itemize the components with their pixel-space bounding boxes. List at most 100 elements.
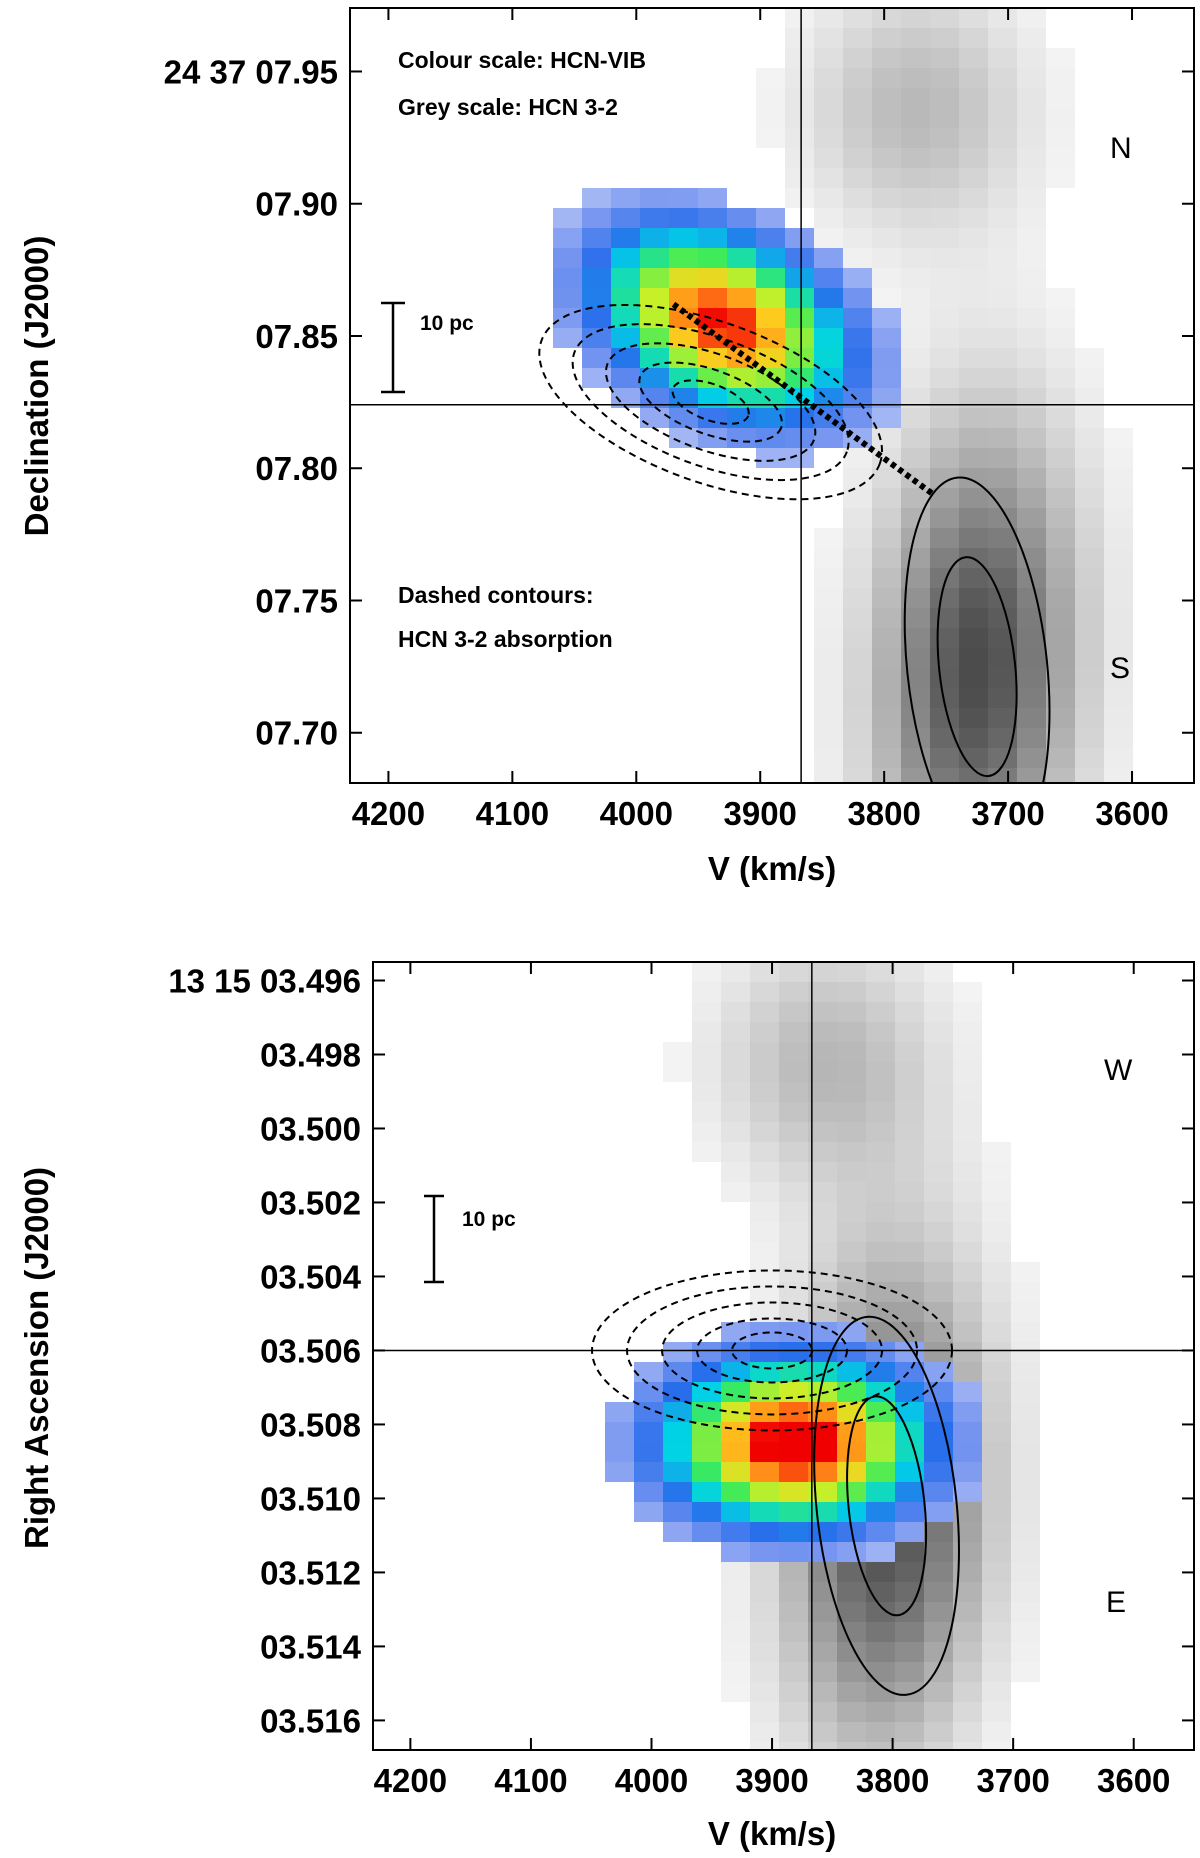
hcnvib-pixel (640, 268, 669, 288)
hcnvib-pixel (582, 268, 611, 288)
hcn32-pixel (837, 1722, 866, 1742)
hcn32-pixel (895, 1182, 924, 1202)
top-panel: 4200 4100 4000 3900 3800 3700 3600 24 37 07.95… (18, 7, 1195, 887)
hcn32-pixel (872, 728, 901, 748)
hcnvib-pixel (640, 228, 669, 248)
hcn32-pixel (843, 168, 872, 188)
hcnvib-pixel (750, 1422, 779, 1442)
hcn32-pixel (756, 68, 785, 88)
hcn32-pixel (901, 188, 930, 208)
hcn32-pixel (872, 768, 901, 783)
hcn32-pixel (837, 1182, 866, 1202)
hcn32-pixel (1011, 1582, 1040, 1602)
hcn32-pixel (866, 1622, 895, 1642)
hcn32-pixel (924, 1682, 953, 1702)
hcn32-pixel (1046, 388, 1075, 408)
hcn32-pixel (750, 1602, 779, 1622)
hcn32-pixel (1011, 1662, 1040, 1682)
hcn32-pixel (785, 88, 814, 108)
hcnvib-pixel (611, 228, 640, 248)
hcnvib-pixel (872, 308, 901, 328)
hcn32-pixel (750, 1202, 779, 1222)
hcn32-pixel (866, 1642, 895, 1662)
hcnvib-pixel (692, 1462, 721, 1482)
hcn32-pixel (959, 448, 988, 468)
hcn32-pixel (872, 8, 901, 28)
hcnvib-pixel (866, 1342, 895, 1362)
hcn32-pixel (901, 288, 930, 308)
hcn32-pixel (901, 28, 930, 48)
x-tick-label: 3700 (976, 1762, 1049, 1799)
hcnvib-pixel (611, 188, 640, 208)
hcn32-pixel (843, 208, 872, 228)
hcn32-pixel (808, 982, 837, 1002)
hcn32-pixel (843, 188, 872, 208)
hcn32-pixel (779, 1662, 808, 1682)
hcn32-pixel (866, 1662, 895, 1682)
hcn32-pixel (959, 248, 988, 268)
hcn32-pixel (837, 1282, 866, 1302)
hcn32-pixel (924, 982, 953, 1002)
y-tick-label: 07.75 (255, 582, 338, 619)
hcn32-pixel (901, 628, 930, 648)
hcn32-pixel (1075, 708, 1104, 728)
hcn32-pixel (692, 1062, 721, 1082)
hcn32-pixel (721, 1142, 750, 1162)
hcn32-pixel (872, 188, 901, 208)
hcn32-pixel (1011, 1542, 1040, 1562)
x-tick-label: 3900 (724, 795, 797, 832)
hcn32-pixel (924, 1182, 953, 1202)
hcn32-pixel (779, 1162, 808, 1182)
hcnvib-pixel (785, 228, 814, 248)
hcn32-pixel (982, 1722, 1011, 1742)
hcn32-pixel (808, 1022, 837, 1042)
hcn32-pixel (959, 468, 988, 488)
hcn32-pixel (779, 1702, 808, 1722)
hcnvib-pixel (727, 228, 756, 248)
hcn32-pixel (982, 1302, 1011, 1322)
y-tick-label: 07.80 (255, 450, 338, 487)
hcn32-pixel (982, 1422, 1011, 1442)
hcn32-pixel (988, 288, 1017, 308)
hcn32-pixel (779, 1682, 808, 1702)
hcn32-pixel (988, 648, 1017, 668)
hcn32-pixel (872, 148, 901, 168)
hcn32-pixel (982, 1542, 1011, 1562)
hcn32-pixel (756, 128, 785, 148)
hcn32-pixel (930, 248, 959, 268)
hcn32-pixel (866, 1202, 895, 1222)
hcn32-pixel (1104, 428, 1133, 448)
hcn32-pixel (750, 1122, 779, 1142)
hcnvib-pixel (721, 1362, 750, 1382)
hcn32-pixel (930, 748, 959, 768)
hcn32-pixel (982, 1702, 1011, 1722)
hcnvib-pixel (663, 1382, 692, 1402)
hcn32-pixel (901, 388, 930, 408)
hcnvib-pixel (692, 1442, 721, 1462)
hcn32-pixel (692, 1142, 721, 1162)
hcn32-pixel (959, 708, 988, 728)
hcn32-pixel (924, 1322, 953, 1342)
hcn32-pixel (808, 1222, 837, 1242)
hcn32-pixel (866, 1142, 895, 1162)
hcn32-pixel (924, 1262, 953, 1282)
hcn32-pixel (843, 568, 872, 588)
hcn32-pixel (808, 1002, 837, 1022)
hcn32-pixel (721, 1182, 750, 1202)
hcnvib-pixel (779, 1522, 808, 1542)
hcn32-pixel (785, 188, 814, 208)
hcnvib-pixel (750, 1462, 779, 1482)
hcn32-pixel (1104, 708, 1133, 728)
hcnvib-pixel (692, 1502, 721, 1522)
hcn32-pixel (866, 1042, 895, 1062)
hcn32-pixel (843, 728, 872, 748)
hcn32-pixel (814, 748, 843, 768)
hcnvib-pixel (785, 428, 814, 448)
hcn32-pixel (866, 1262, 895, 1282)
hcnvib-pixel (692, 1482, 721, 1502)
top-north-label: N (1110, 132, 1132, 165)
hcn32-pixel (1017, 628, 1046, 648)
hcnvib-pixel (663, 1462, 692, 1482)
hcn32-pixel (692, 1002, 721, 1022)
hcn32-pixel (953, 1602, 982, 1622)
